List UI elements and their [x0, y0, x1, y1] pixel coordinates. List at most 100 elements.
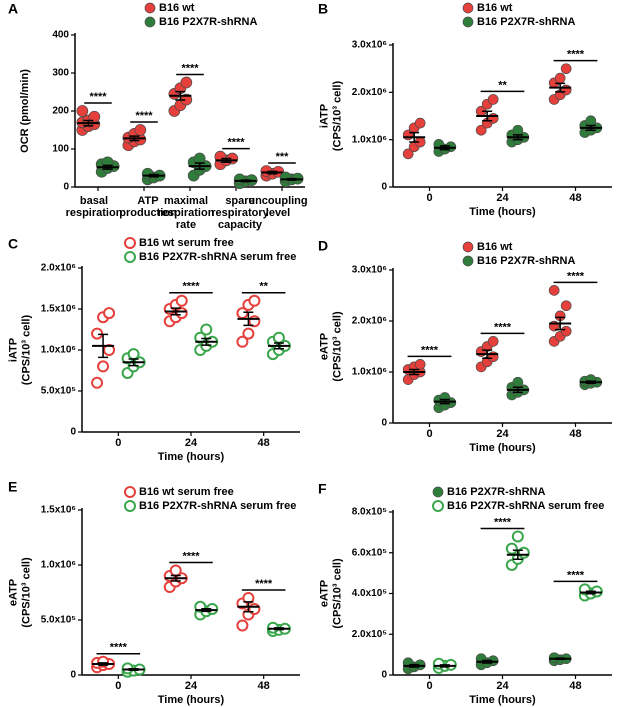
y-tick-label: 100: [52, 144, 69, 155]
error-bar: [482, 110, 493, 122]
data-point: [272, 331, 285, 344]
error-bar: [439, 664, 450, 668]
y-tick-label: 2.0x10⁶: [352, 87, 387, 98]
y-tick-label: 1.0x10⁶: [41, 560, 76, 571]
error-bar: [555, 657, 566, 661]
y-tick-label: 200: [52, 106, 69, 117]
significance-label: ****: [494, 321, 512, 333]
data-point: [91, 376, 104, 389]
significance-label: ****: [227, 137, 245, 149]
y-tick-label: 0: [381, 670, 387, 681]
data-point: [487, 113, 499, 124]
y-tick-label: 5.0x10⁵: [41, 386, 77, 397]
error-bar: [409, 368, 420, 376]
significance-label: ****: [567, 49, 585, 61]
legend-label: B16 wt serum free: [139, 237, 234, 249]
x-axis-title: Time (hours): [469, 442, 536, 454]
data-point: [236, 335, 249, 348]
legend-label: B16 P2X7R-shRNA: [159, 16, 257, 28]
x-tick-label: spare: [225, 195, 254, 207]
significance-label: ****: [255, 578, 273, 590]
y-tick-label: 8.0x10⁵: [352, 507, 388, 518]
x-tick-label: capacity: [218, 219, 263, 231]
y-axis-title: eATP (CPS/10³ cell): [7, 557, 32, 628]
x-tick-label: 0: [115, 680, 121, 692]
panel-label: A: [8, 1, 18, 17]
error-bar: [221, 157, 232, 164]
y-axis-title-line: (CPS/10³ cell): [331, 81, 343, 152]
error-bar: [201, 608, 212, 613]
error-bar: [175, 90, 186, 101]
data-point: [560, 63, 572, 75]
y-axis-title-line: eATP: [7, 579, 19, 606]
error-bar: [409, 131, 420, 143]
error-bar: [273, 627, 284, 631]
error-bar: [98, 662, 109, 666]
y-tick-label: 1.5x10⁶: [41, 505, 76, 516]
significance-label: ****: [182, 281, 200, 293]
data-point: [560, 300, 572, 312]
data-point: [505, 542, 518, 555]
x-tick-label: 48: [258, 437, 270, 449]
error-bar: [482, 349, 493, 359]
data-point: [97, 360, 110, 373]
error-bar: [555, 316, 566, 331]
error-bar: [555, 82, 566, 93]
significance-label: ****: [182, 550, 200, 562]
data-point: [402, 148, 414, 160]
legend-marker: [144, 16, 156, 28]
data-point: [200, 323, 213, 336]
data-point: [414, 359, 426, 370]
x-tick-label: level: [266, 207, 290, 219]
error-bar: [585, 380, 596, 384]
significance-label: ****: [110, 642, 128, 654]
x-tick-label: ATP: [137, 195, 158, 207]
x-tick-label: respiratory: [211, 207, 269, 219]
legend-label: B16 wt serum free: [139, 486, 234, 498]
legend-label: B16 P2X7R-shRNA: [447, 486, 545, 498]
x-tick-label: 24: [185, 437, 198, 449]
y-tick-label: 0: [381, 182, 387, 193]
error-bar: [439, 145, 450, 151]
error-bar: [128, 667, 139, 672]
error-bar: [273, 342, 284, 350]
data-point: [248, 294, 261, 307]
y-axis-title-line: (CPS/10³ cell): [20, 315, 32, 386]
data-point: [279, 171, 292, 184]
y-axis-title-line: eATP: [318, 333, 330, 360]
significance-label: ****: [494, 516, 512, 528]
data-point: [487, 336, 499, 347]
y-tick-label: 1.0x10⁶: [352, 134, 387, 145]
y-tick-label: 1.0x10⁶: [41, 345, 76, 356]
y-axis-title: iATP (CPS/10³ cell): [7, 315, 32, 386]
error-bar: [409, 663, 420, 668]
data-point: [517, 546, 530, 559]
data-point: [554, 72, 566, 84]
y-tick-label: 0: [70, 670, 76, 681]
legend-label: B16 wt: [477, 2, 513, 14]
error-bar: [512, 134, 523, 141]
y-tick-label: 6.0x10⁵: [352, 547, 388, 558]
y-tick-label: 3.0x10⁶: [352, 265, 387, 276]
x-axis-title: Time (hours): [158, 694, 225, 706]
x-tick-label: 0: [426, 192, 432, 204]
data-point: [475, 124, 487, 136]
error-bar: [512, 386, 523, 394]
y-tick-label: 400: [52, 30, 69, 41]
x-tick-label: maximal: [164, 195, 208, 207]
y-axis-title-line: iATP: [318, 104, 330, 128]
y-axis-title: eATP (CPS/10³ cell): [318, 558, 343, 629]
panel-label: E: [8, 479, 17, 495]
legend-marker: [462, 2, 474, 14]
data-point: [236, 619, 249, 632]
error-bar: [240, 179, 251, 183]
error-bar: [243, 311, 254, 327]
legend-marker: [432, 486, 444, 498]
significance-label: ****: [135, 110, 153, 122]
y-axis-title-line: OCR (pmol/min): [19, 69, 31, 153]
y-tick-label: 2.0x10⁶: [41, 263, 76, 274]
legend-marker: [462, 241, 474, 253]
data-point: [214, 150, 227, 163]
x-tick-label: 24: [496, 192, 509, 204]
data-point: [76, 105, 89, 117]
